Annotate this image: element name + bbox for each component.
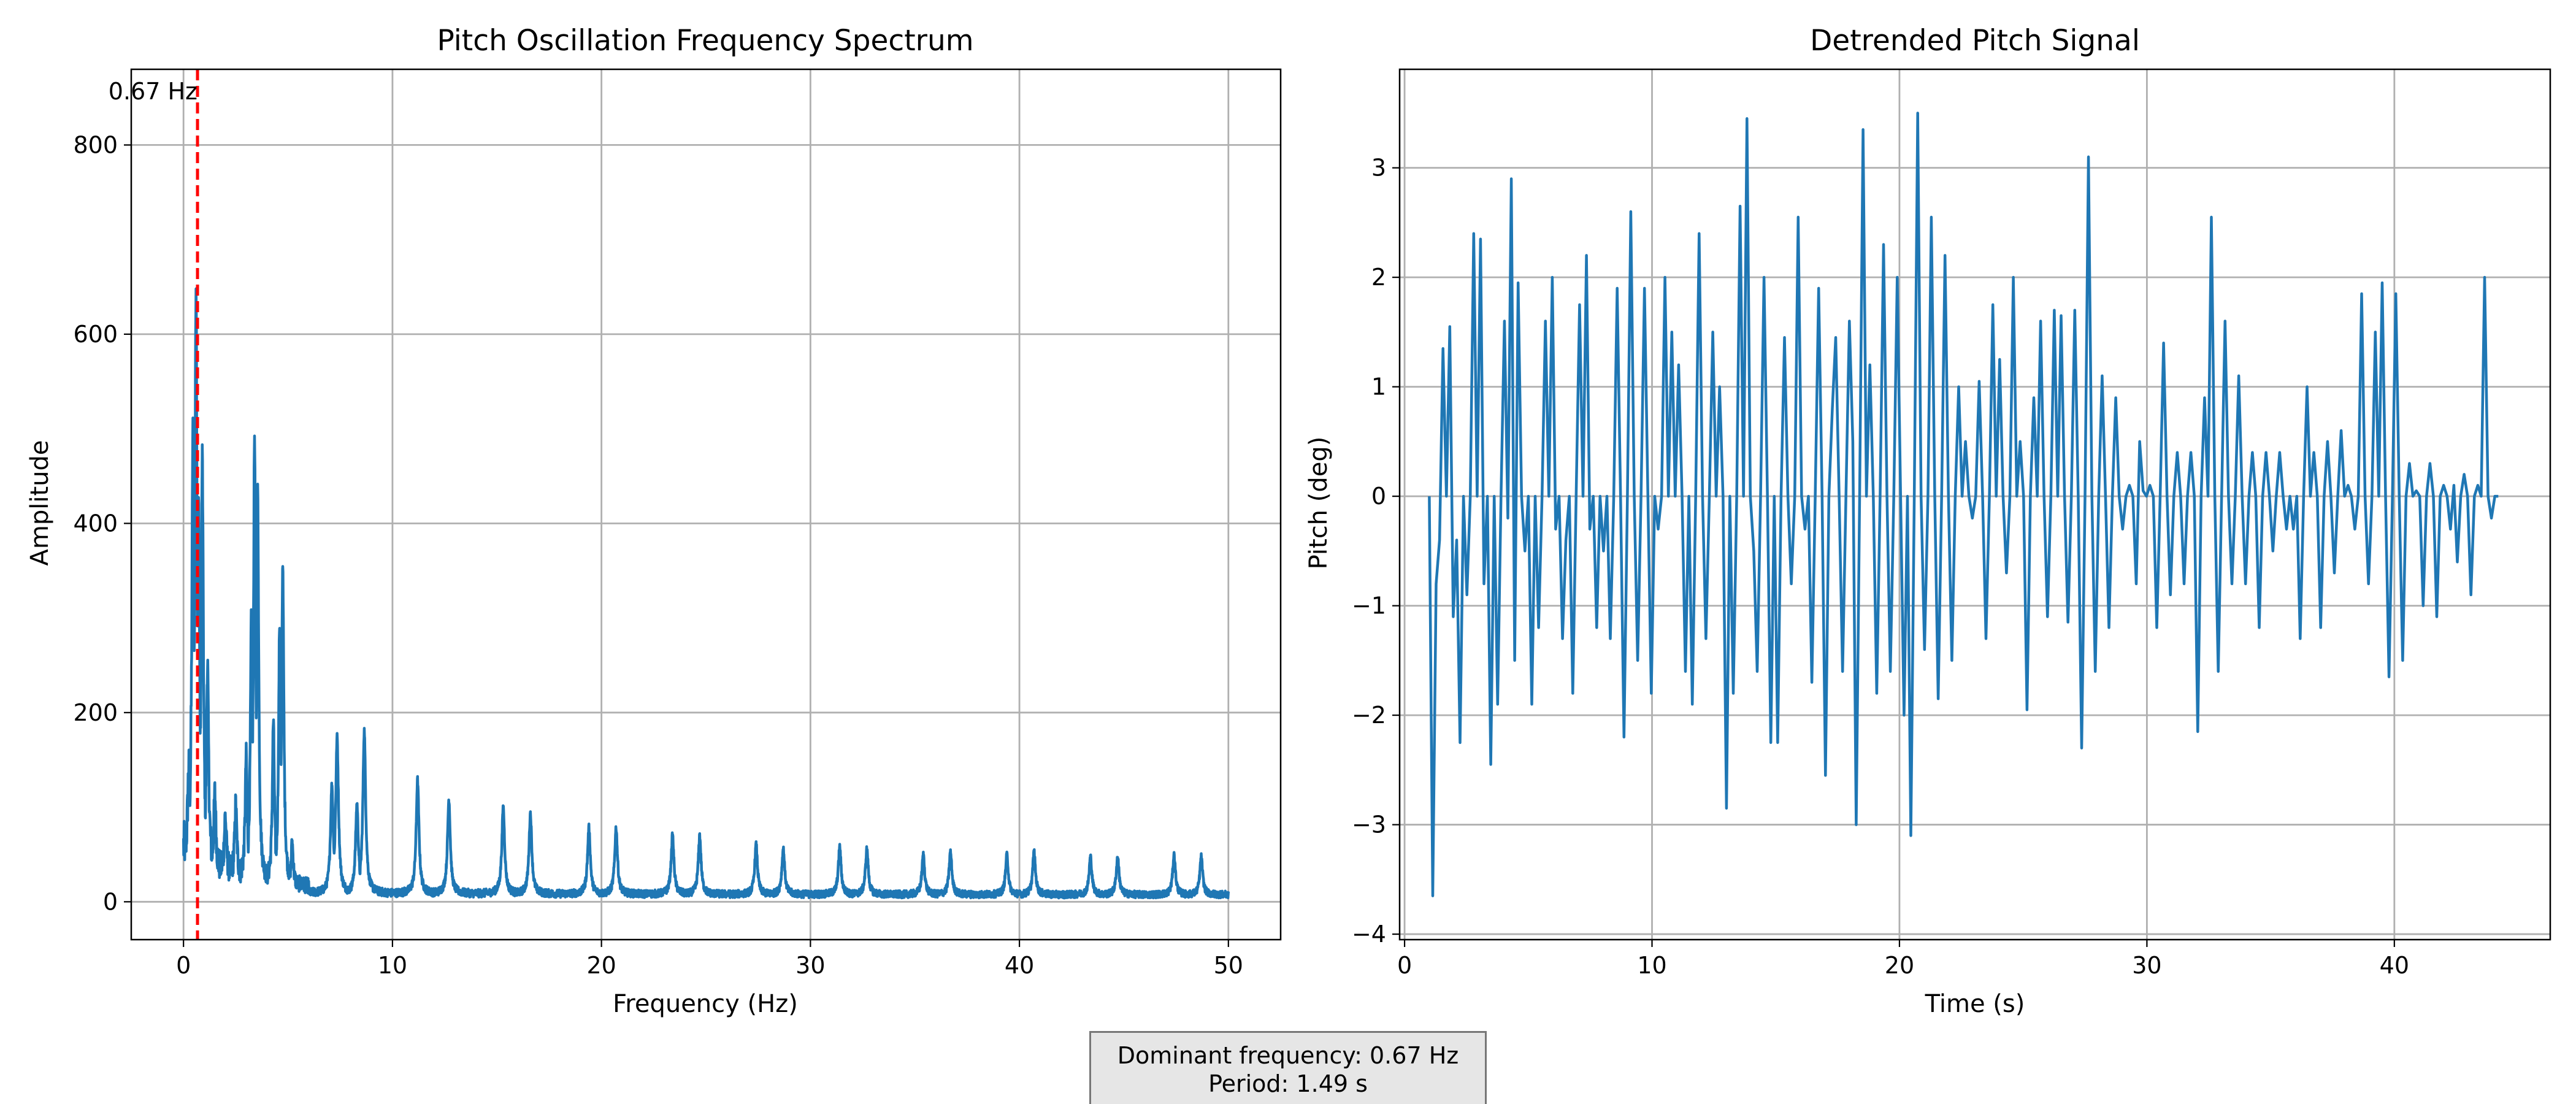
x-tick: 40 <box>1005 940 1034 979</box>
y-tick: 200 <box>73 699 131 726</box>
x-tick: 40 <box>2380 940 2409 979</box>
pitch-signal-line <box>1428 112 2499 897</box>
x-tick-label: 20 <box>1885 952 1914 979</box>
dominant-frequency-info-box: Dominant frequency: 0.67 Hz Period: 1.49… <box>1089 1031 1487 1104</box>
y-tick: 400 <box>73 510 131 537</box>
x-tick: 10 <box>1637 940 1667 979</box>
dominant-frequency-text: Dominant frequency: 0.67 Hz <box>1117 1042 1459 1069</box>
pitch-signal-plot-frame <box>1398 68 2551 941</box>
x-tick: 20 <box>1885 940 1914 979</box>
y-tick-label: 3 <box>1371 155 1386 182</box>
spectrum-line <box>182 287 1230 900</box>
y-tick: 600 <box>73 321 131 348</box>
y-tick-label: 200 <box>73 699 118 726</box>
y-tick-label: 0 <box>1371 483 1386 510</box>
y-tick: 2 <box>1371 264 1400 291</box>
y-tick: −3 <box>1352 811 1400 838</box>
pitch-signal-x-ticks: 0 10 20 30 40 <box>1397 940 2409 979</box>
x-tick: 20 <box>586 940 616 979</box>
x-tick-label: 0 <box>1397 952 1412 979</box>
spectrum-x-ticks: 0 10 20 30 40 50 <box>176 940 1243 979</box>
x-tick: 30 <box>2132 940 2162 979</box>
y-tick: −1 <box>1352 592 1400 619</box>
y-tick: 800 <box>73 131 131 158</box>
x-tick: 10 <box>378 940 407 979</box>
x-tick-label: 30 <box>2132 952 2161 979</box>
y-tick: −4 <box>1352 921 1400 948</box>
y-tick: 3 <box>1371 155 1400 182</box>
dominant-frequency-label: 0.67 Hz <box>109 78 197 105</box>
spectrum-y-axis-label: Amplitude <box>26 440 54 566</box>
x-tick: 50 <box>1214 940 1243 979</box>
x-tick: 30 <box>795 940 826 979</box>
x-tick: 0 <box>1397 940 1412 979</box>
x-tick-label: 40 <box>2380 952 2409 979</box>
x-tick-label: 30 <box>795 952 825 979</box>
y-tick-label: 800 <box>73 131 118 158</box>
spectrum-x-axis-label: Frequency (Hz) <box>613 990 798 1018</box>
x-tick-label: 10 <box>378 952 407 979</box>
pitch-signal-grid <box>1400 69 2550 940</box>
y-tick: −2 <box>1352 702 1400 729</box>
pitch-signal-chart: Detrended Pitch Signal 0 10 20 30 40 −4−3−2−… <box>1305 24 2551 1018</box>
y-tick-label: 1 <box>1371 374 1386 401</box>
y-tick-label: −1 <box>1352 592 1386 619</box>
spectrum-grid <box>131 69 1281 940</box>
spectrum-chart: Pitch Oscillation Frequency Spectrum 0.6… <box>26 24 1282 1018</box>
y-tick-label: 0 <box>103 888 118 915</box>
x-tick: 0 <box>176 940 191 979</box>
spectrum-y-ticks: 0 200 400 600 800 <box>73 131 131 915</box>
x-tick-label: 40 <box>1005 952 1034 979</box>
y-tick-label: 400 <box>73 510 118 537</box>
pitch-signal-chart-title: Detrended Pitch Signal <box>1810 24 2140 58</box>
y-tick-label: −4 <box>1352 921 1386 948</box>
y-tick: 0 <box>103 888 131 915</box>
spectrum-chart-title: Pitch Oscillation Frequency Spectrum <box>437 24 973 58</box>
spectrum-series <box>182 287 1230 900</box>
pitch-signal-x-axis-label: Time (s) <box>1925 990 2025 1018</box>
x-tick-label: 10 <box>1637 952 1666 979</box>
pitch-signal-y-ticks: −4 −3 −2 −1 0 1 2 3 <box>1352 155 1400 948</box>
pitch-signal-series <box>1428 112 2499 897</box>
dominant-frequency-marker: 0.67 Hz <box>109 69 199 940</box>
y-tick-label: 600 <box>73 321 118 348</box>
x-tick-label: 50 <box>1214 952 1243 979</box>
y-tick-label: −2 <box>1352 702 1386 729</box>
period-text: Period: 1.49 s <box>1208 1070 1368 1097</box>
x-tick-label: 20 <box>586 952 616 979</box>
y-tick: 1 <box>1371 374 1400 401</box>
y-tick: 0 <box>1371 483 1400 510</box>
y-tick-label: 2 <box>1371 264 1386 291</box>
spectrum-plot-frame <box>130 68 1282 941</box>
x-tick-label: 0 <box>176 952 191 979</box>
y-tick-label: −3 <box>1352 811 1386 838</box>
pitch-signal-y-axis-label: Pitch (deg) <box>1305 437 1333 570</box>
